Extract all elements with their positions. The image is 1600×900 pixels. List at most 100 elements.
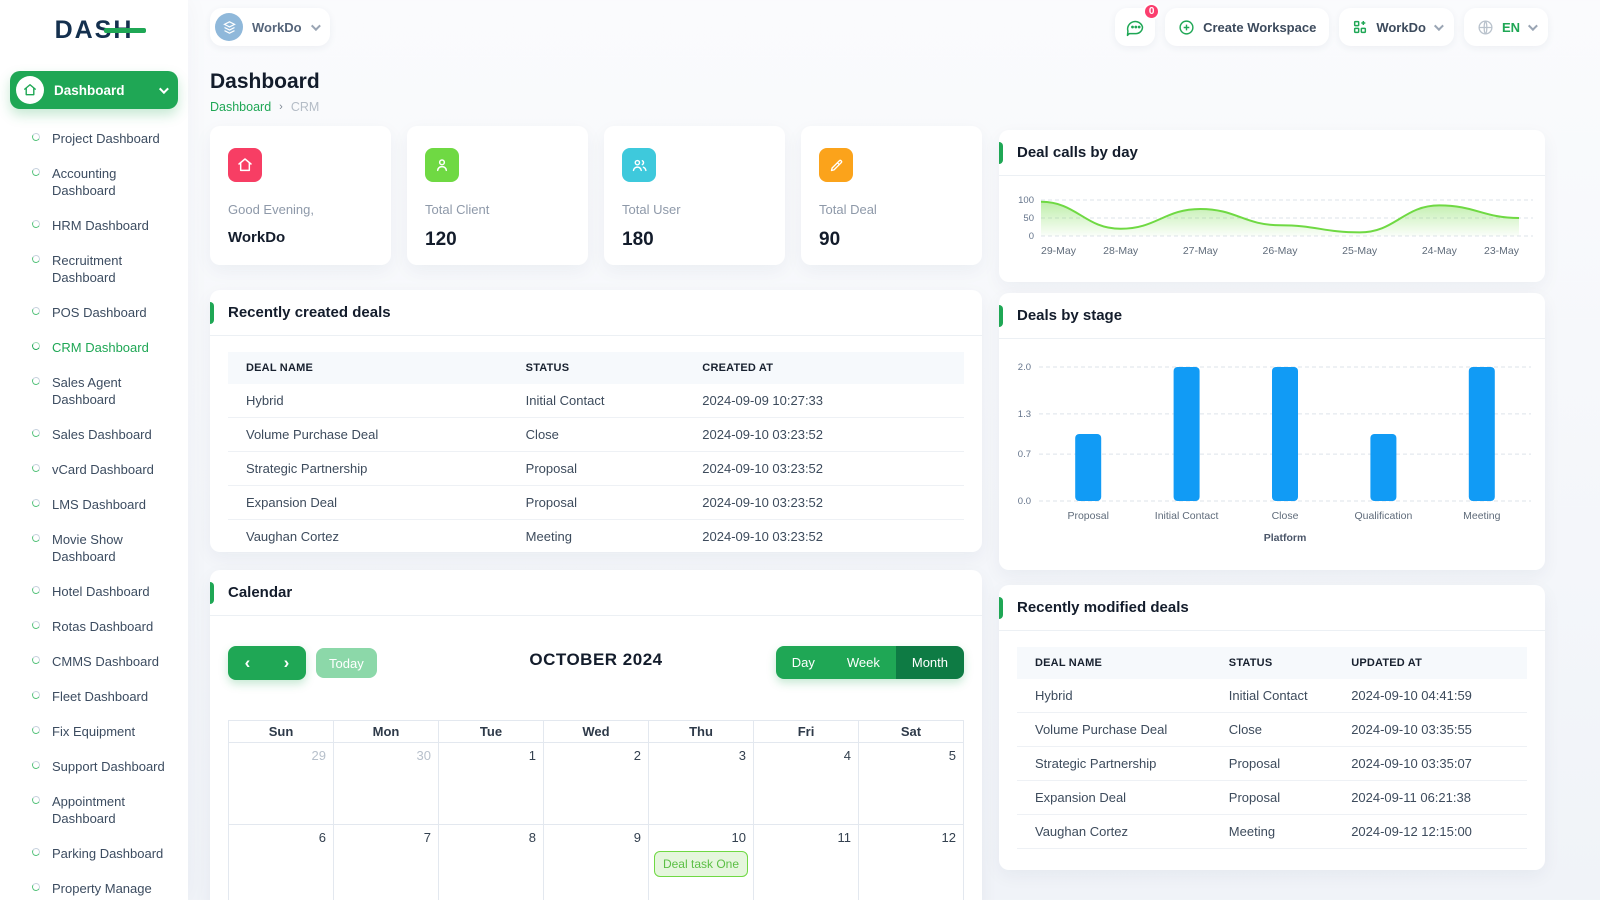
deal-calls-area-chart: 100 50 0 29-May 28-May 27-May 26-May 25-May 24-M… [1018, 195, 1533, 257]
bullet-icon [31, 655, 41, 665]
calendar-view-day-button[interactable]: Day [775, 646, 831, 679]
sidebar-item-rotas-dashboard[interactable]: Rotas Dashboard [0, 609, 188, 644]
calendar-next-button[interactable]: › [283, 653, 290, 672]
deal-name-cell: Vaughan Cortez [228, 519, 508, 554]
date-cell: 2024-09-10 03:23:52 [684, 485, 964, 520]
deal-name-cell: Expansion Deal [228, 485, 508, 520]
calendar-grid: Sun Mon Tue Wed Thu Fri Sat 29 30 1 2 3 4 5 6 7 8 9 10 Deal… [228, 720, 964, 900]
breadcrumb: Dashboard › CRM [210, 100, 320, 114]
recently-created-deals-card: Recently created deals DEAL NAME STATUS CR… [210, 290, 982, 554]
language-selector[interactable]: EN [1463, 8, 1548, 46]
calendar-day-cell[interactable]: 12 [858, 824, 964, 900]
calendar-day-number: 4 [843, 748, 851, 763]
sidebar-item-label: Rotas Dashboard [52, 619, 154, 634]
svg-text:Initial Contact: Initial Contact [1155, 510, 1219, 522]
date-cell: 2024-09-10 04:41:59 [1333, 679, 1527, 713]
sidebar-item-fleet-dashboard[interactable]: Fleet Dashboard [0, 679, 188, 714]
calendar-day-cell[interactable]: 3 [648, 742, 754, 825]
calendar-day-cell[interactable]: 5 [858, 742, 964, 825]
calendar-view-week-button[interactable]: Week [830, 646, 896, 679]
bullet-icon [31, 760, 41, 770]
sidebar-item-accounting-dashboard[interactable]: Accounting Dashboard [0, 156, 188, 208]
calendar-prev-button[interactable]: ‹ [244, 653, 251, 672]
sidebar-item-sales-agent-dashboard[interactable]: Sales Agent Dashboard [0, 365, 188, 417]
calendar-day-cell[interactable]: 11 [753, 824, 859, 900]
sidebar-item-project-dashboard[interactable]: Project Dashboard [0, 121, 188, 156]
status-cell: Proposal [1210, 746, 1334, 781]
workspace-selector[interactable]: WorkDo [210, 8, 330, 46]
sidebar-item-hrm-dashboard[interactable]: HRM Dashboard [0, 208, 188, 243]
breadcrumb-separator: › [279, 101, 283, 113]
home-icon [16, 76, 44, 104]
calendar-view-month-button[interactable]: Month [895, 646, 964, 679]
calendar-day-cell[interactable]: 4 [753, 742, 859, 825]
calendar-day-number: 12 [941, 830, 956, 845]
sidebar-item-vcard-dashboard[interactable]: vCard Dashboard [0, 452, 188, 487]
sidebar-item-hotel-dashboard[interactable]: Hotel Dashboard [0, 574, 188, 609]
stat-label: Total Deal [819, 202, 877, 217]
breadcrumb-current: CRM [290, 100, 320, 114]
calendar-day-header-row: Sun Mon Tue Wed Thu Fri Sat [228, 720, 964, 743]
calendar-day-cell[interactable]: 2 [543, 742, 649, 825]
calendar-day-cell[interactable]: 29 [228, 742, 334, 825]
calendar-day-header: Thu [648, 720, 754, 743]
calendar-today-button[interactable]: Today [316, 648, 377, 678]
table-row: Expansion Deal Proposal 2024-09-11 06:21:3… [1017, 780, 1527, 815]
home-icon [228, 148, 262, 182]
calendar-day-cell[interactable]: 9 [543, 824, 649, 900]
messages-button[interactable]: 0 [1115, 3, 1161, 46]
deal-name-cell: Volume Purchase Deal [228, 417, 508, 452]
app-logo: DASH [55, 16, 147, 45]
sidebar-item-label: Sales Dashboard [52, 427, 152, 442]
sidebar-item-appointment-dashboard[interactable]: Appointment Dashboard [0, 784, 188, 836]
sidebar-item-pos-dashboard[interactable]: POS Dashboard [0, 295, 188, 330]
sidebar-item-parking-dashboard[interactable]: Parking Dashboard [0, 836, 188, 871]
sidebar-item-fix-equipment[interactable]: Fix Equipment [0, 714, 188, 749]
calendar-day-cell[interactable]: 8 [438, 824, 544, 900]
bullet-icon [31, 254, 41, 264]
sidebar-item-crm-dashboard[interactable]: CRM Dashboard [0, 330, 188, 365]
stat-value: 120 [425, 229, 457, 250]
calendar-card: Calendar ‹ › Today OCTOBER 2024 Day Week M… [210, 570, 982, 900]
workspace-switcher[interactable]: WorkDo [1339, 8, 1454, 46]
calendar-day-cell[interactable]: 7 [333, 824, 439, 900]
date-cell: 2024-09-09 10:27:33 [684, 384, 964, 418]
breadcrumb-dashboard-link[interactable]: Dashboard [210, 100, 272, 114]
status-cell: Meeting [1210, 814, 1334, 849]
calendar-day-cell[interactable]: 10 Deal task One [648, 824, 754, 900]
stat-value: WorkDo [228, 229, 286, 246]
sidebar-item-label: POS Dashboard [52, 305, 147, 320]
calendar-day-cell[interactable]: 6 [228, 824, 334, 900]
sidebar-item-property-manage[interactable]: Property Manage [0, 871, 188, 900]
bullet-icon [31, 882, 41, 892]
stat-label: Total Client [425, 202, 490, 217]
calendar-day-cell[interactable]: 30 [333, 742, 439, 825]
svg-text:Meeting: Meeting [1463, 510, 1501, 522]
sidebar-item-lms-dashboard[interactable]: LMS Dashboard [0, 487, 188, 522]
workspace-name: WorkDo [252, 19, 302, 35]
column-header: STATUS [525, 362, 570, 374]
svg-text:0.7: 0.7 [1018, 449, 1031, 460]
card-title-row: Deals by stage [999, 293, 1545, 339]
sidebar-item-label: Recruitment Dashboard [52, 253, 123, 285]
card-title: Deals by stage [1017, 307, 1123, 324]
card-title-row: Calendar [210, 570, 982, 616]
calendar-day-cell[interactable]: 1 [438, 742, 544, 825]
svg-text:25-May: 25-May [1342, 245, 1378, 257]
sidebar-item-label: Accounting Dashboard [52, 166, 117, 198]
calendar-view-switcher: Day Week Month [775, 646, 964, 679]
sidebar-item-dashboard[interactable]: Dashboard [10, 71, 178, 109]
calendar-event[interactable]: Deal task One [654, 851, 748, 877]
sidebar-item-recruitment-dashboard[interactable]: Recruitment Dashboard [0, 243, 188, 295]
sidebar-item-sales-dashboard[interactable]: Sales Dashboard [0, 417, 188, 452]
deals-by-stage-card: Deals by stage 2.0 1.3 0.7 0.0 Proposal Initi… [999, 293, 1545, 570]
sidebar-item-cmms-dashboard[interactable]: CMMS Dashboard [0, 644, 188, 679]
workspace-avatar-icon [215, 13, 243, 41]
sidebar-item-movie-show-dashboard[interactable]: Movie Show Dashboard [0, 522, 188, 574]
sidebar-item-label: Dashboard [54, 82, 125, 98]
sidebar-item-support-dashboard[interactable]: Support Dashboard [0, 749, 188, 784]
calendar-week-row: 29 30 1 2 3 4 5 [228, 742, 964, 825]
create-workspace-button[interactable]: Create Workspace [1165, 8, 1330, 46]
sidebar-item-label: Sales Agent Dashboard [52, 375, 122, 407]
stat-value: 180 [622, 229, 654, 250]
